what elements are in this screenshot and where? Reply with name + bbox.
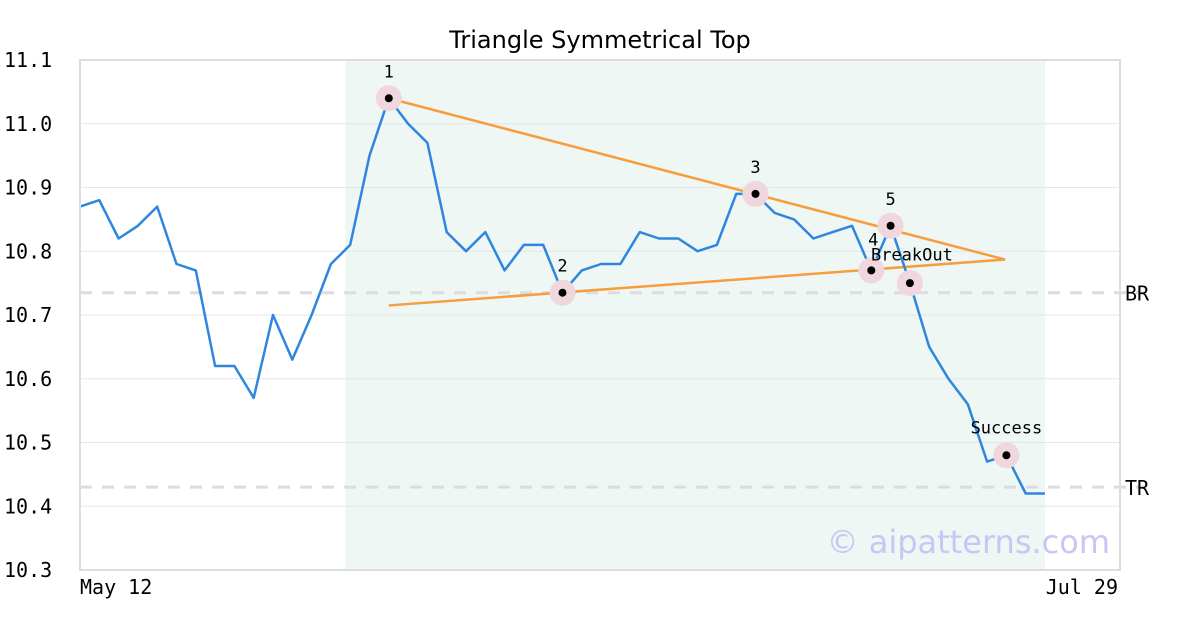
point-marker-3	[751, 189, 760, 198]
point-label-3: 3	[750, 158, 760, 178]
point-label-2: 2	[557, 257, 567, 277]
plot-frame	[79, 59, 1121, 571]
y-tick-label: 10.4	[4, 494, 52, 518]
point-marker-5	[886, 221, 895, 230]
point-marker-success	[1002, 451, 1011, 460]
chart-title: Triangle Symmetrical Top	[448, 26, 751, 54]
point-marker-2	[558, 288, 567, 297]
trendline-upper	[388, 97, 1006, 261]
x-end-label: Jul 29	[1046, 575, 1118, 599]
y-tick-label: 10.6	[4, 367, 52, 391]
watermark: © aipatterns.com	[827, 523, 1110, 561]
trendline-lower	[388, 258, 1006, 307]
x-start-label: May 12	[80, 575, 152, 599]
point-marker-1	[384, 94, 393, 103]
point-marker-4	[867, 266, 876, 275]
level-label-tr: TR	[1125, 476, 1150, 500]
point-label-1: 1	[384, 62, 394, 82]
y-tick-label: 10.9	[4, 176, 52, 200]
y-tick-label: 10.5	[4, 431, 52, 455]
point-marker-breakout	[905, 279, 914, 288]
point-label-5: 5	[885, 190, 895, 210]
level-label-br: BR	[1125, 282, 1150, 306]
point-label-4: 4	[868, 230, 878, 250]
y-tick-label: 10.7	[4, 303, 52, 327]
y-tick-label: 10.3	[4, 558, 52, 582]
y-tick-label: 11.1	[4, 48, 52, 72]
y-tick-label: 11.0	[4, 112, 52, 136]
y-tick-label: 10.8	[4, 239, 52, 263]
point-label-breakout: BreakOut	[871, 245, 953, 265]
point-label-success: Success	[971, 418, 1043, 438]
